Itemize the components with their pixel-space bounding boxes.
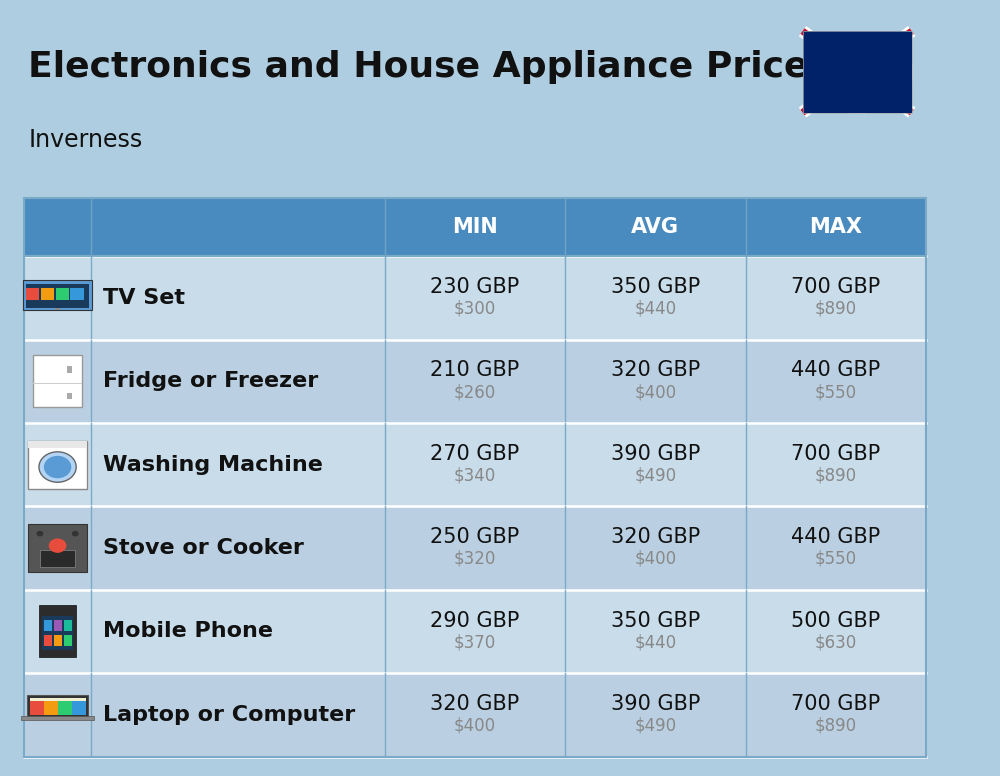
Text: $440: $440	[634, 633, 676, 651]
Text: 440 GBP: 440 GBP	[791, 360, 880, 380]
Text: Fridge or Freezer: Fridge or Freezer	[103, 371, 318, 391]
Bar	[54, 635, 62, 646]
Text: TV Set: TV Set	[103, 288, 185, 308]
Text: 350 GBP: 350 GBP	[611, 611, 700, 631]
Text: $300: $300	[454, 300, 496, 317]
Circle shape	[49, 539, 66, 553]
Bar	[803, 31, 912, 113]
Text: 210 GBP: 210 GBP	[430, 360, 520, 380]
Text: 320 GBP: 320 GBP	[611, 527, 700, 547]
Text: 700 GBP: 700 GBP	[791, 444, 880, 464]
Text: 390 GBP: 390 GBP	[611, 694, 700, 714]
Text: 270 GBP: 270 GBP	[430, 444, 520, 464]
Bar	[44, 620, 52, 632]
Circle shape	[72, 531, 79, 536]
Text: $490: $490	[634, 717, 676, 735]
Text: 500 GBP: 500 GBP	[791, 611, 880, 631]
Text: $550: $550	[815, 383, 857, 401]
Bar	[70, 288, 84, 300]
Bar	[64, 635, 72, 646]
Bar	[64, 620, 72, 632]
Text: 700 GBP: 700 GBP	[791, 694, 880, 714]
Circle shape	[37, 531, 43, 536]
Bar	[803, 31, 912, 113]
Text: $890: $890	[815, 717, 857, 735]
Text: MAX: MAX	[809, 217, 862, 237]
Bar	[28, 524, 87, 572]
Text: Mobile Phone: Mobile Phone	[103, 622, 273, 642]
Bar	[56, 288, 69, 300]
Bar	[39, 605, 76, 657]
Bar	[72, 701, 86, 715]
Bar	[24, 590, 926, 673]
Text: $320: $320	[454, 550, 496, 568]
Bar	[24, 673, 926, 757]
Bar	[24, 340, 926, 423]
Bar	[67, 393, 72, 400]
Text: AVG: AVG	[631, 217, 679, 237]
Text: Laptop or Computer: Laptop or Computer	[103, 705, 355, 725]
Text: $490: $490	[634, 466, 676, 484]
Text: $260: $260	[454, 383, 496, 401]
Text: 700 GBP: 700 GBP	[791, 277, 880, 297]
Bar	[24, 423, 926, 506]
Text: 390 GBP: 390 GBP	[611, 444, 700, 464]
Bar	[26, 288, 39, 300]
Bar	[23, 280, 92, 310]
Bar	[41, 288, 54, 300]
Bar	[54, 620, 62, 632]
Text: 320 GBP: 320 GBP	[611, 360, 700, 380]
Text: $400: $400	[634, 550, 676, 568]
Bar	[40, 550, 75, 567]
Bar	[24, 256, 926, 340]
Text: $550: $550	[815, 550, 857, 568]
Text: $400: $400	[454, 717, 496, 735]
Text: $890: $890	[815, 466, 857, 484]
Circle shape	[44, 456, 71, 478]
Bar	[24, 198, 926, 256]
Bar	[30, 698, 86, 715]
Text: Stove or Cooker: Stove or Cooker	[103, 538, 304, 558]
Text: Electronics and House Appliance Prices: Electronics and House Appliance Prices	[28, 50, 830, 85]
Text: 250 GBP: 250 GBP	[430, 527, 520, 547]
Text: 440 GBP: 440 GBP	[791, 527, 880, 547]
Text: Inverness: Inverness	[28, 128, 143, 152]
Text: $340: $340	[454, 466, 496, 484]
Text: Washing Machine: Washing Machine	[103, 455, 323, 475]
Text: 230 GBP: 230 GBP	[430, 277, 520, 297]
Bar	[27, 695, 88, 717]
Bar	[26, 284, 89, 308]
Circle shape	[39, 452, 76, 482]
Bar	[58, 701, 72, 715]
Bar	[42, 616, 73, 650]
Bar	[33, 355, 82, 407]
Text: $440: $440	[634, 300, 676, 317]
Bar	[24, 198, 926, 757]
Text: 290 GBP: 290 GBP	[430, 611, 520, 631]
Text: $890: $890	[815, 300, 857, 317]
Bar	[67, 365, 72, 373]
Bar	[28, 441, 87, 489]
Bar	[30, 701, 44, 715]
Bar	[55, 303, 60, 310]
Bar	[44, 701, 58, 715]
Bar	[28, 441, 87, 448]
Text: 350 GBP: 350 GBP	[611, 277, 700, 297]
Bar	[24, 506, 926, 590]
Text: $400: $400	[634, 383, 676, 401]
Bar	[21, 715, 94, 719]
Bar	[33, 383, 82, 384]
Text: 320 GBP: 320 GBP	[430, 694, 520, 714]
Text: $370: $370	[454, 633, 496, 651]
Bar	[44, 635, 52, 646]
Text: MIN: MIN	[452, 217, 498, 237]
Text: $630: $630	[815, 633, 857, 651]
